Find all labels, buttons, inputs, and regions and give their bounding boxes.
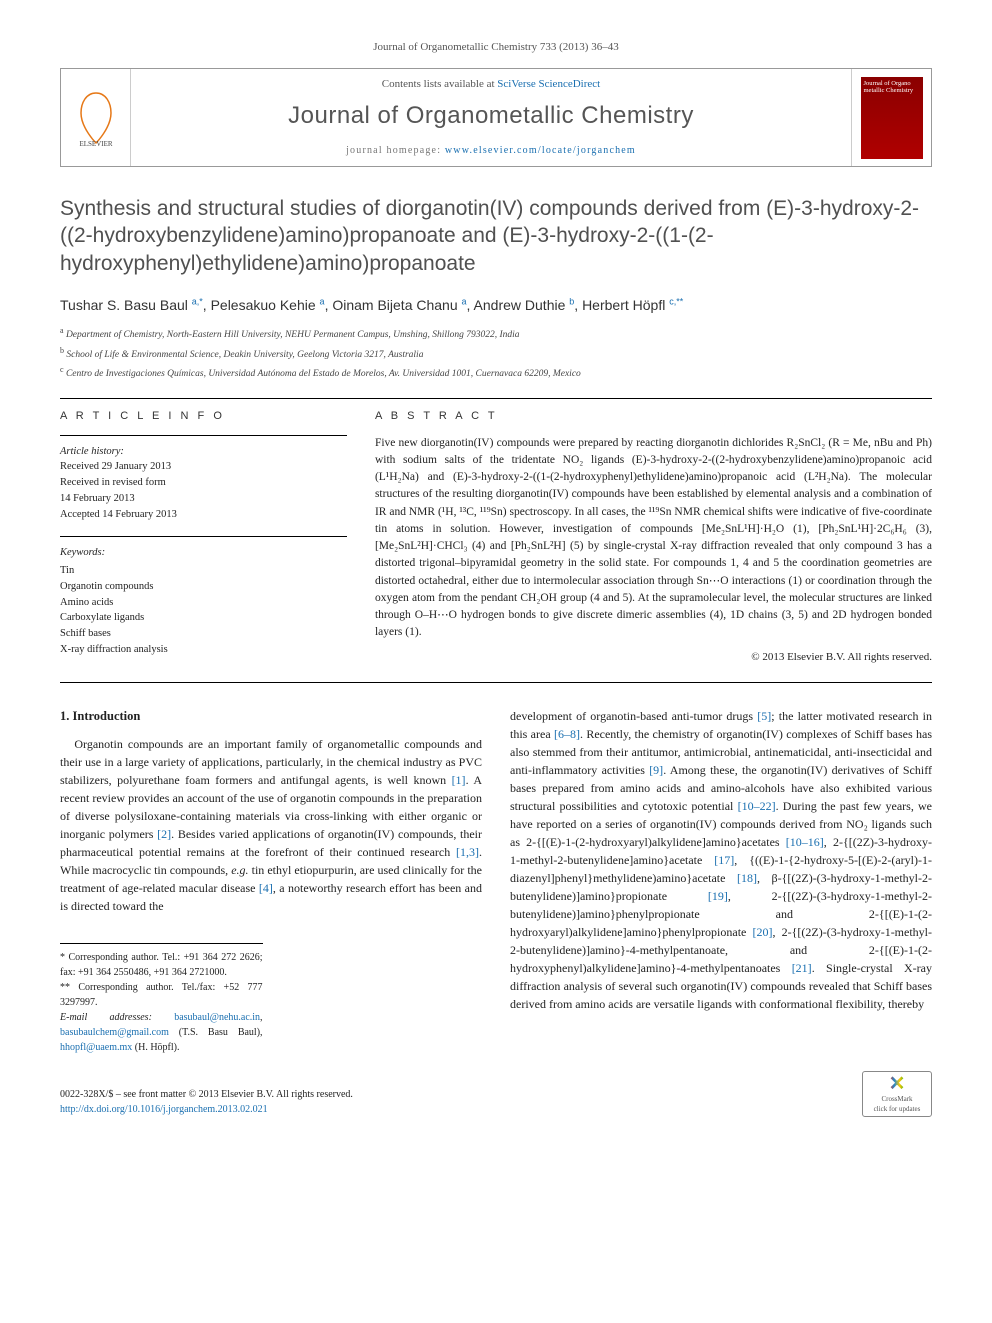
intro-para-2: development of organotin-based anti-tumo… (510, 707, 932, 1013)
keyword: Organotin compounds (60, 579, 347, 595)
homepage-label: journal homepage: (346, 145, 445, 156)
ref-link[interactable]: [10–22] (738, 799, 776, 813)
email-paren-1: (T.S. Basu Baul), (169, 1027, 263, 1038)
keyword: Schiff bases (60, 626, 347, 642)
crossmark-label: CrossMark (881, 1094, 912, 1104)
corr-author-1: * Corresponding author. Tel.: +91 364 27… (60, 950, 263, 980)
ref-link[interactable]: [9] (649, 763, 663, 777)
front-matter-line: 0022-328X/$ – see front matter © 2013 El… (60, 1087, 353, 1102)
separator-2 (60, 682, 932, 683)
intro-para-1: Organotin compounds are an important fam… (60, 735, 482, 915)
history-line: 14 February 2013 (60, 491, 347, 507)
keywords-label: Keywords: (60, 545, 347, 561)
homepage-link[interactable]: www.elsevier.com/locate/jorganchem (445, 145, 636, 156)
ref-link[interactable]: [2] (157, 827, 171, 841)
email-link-1[interactable]: basubaul@nehu.ac.in (174, 1012, 260, 1023)
crossmark-badge[interactable]: ✕ CrossMark click for updates (862, 1071, 932, 1117)
elsevier-logo: ELSEVIER (61, 69, 131, 166)
journal-banner: ELSEVIER Contents lists available at Sci… (60, 68, 932, 167)
body-column-right: development of organotin-based anti-tumo… (510, 707, 932, 1056)
history-label: Article history: (60, 444, 347, 460)
authors: Tushar S. Basu Baul a,*, Pelesakuo Kehie… (60, 295, 932, 315)
keyword: Carboxylate ligands (60, 610, 347, 626)
cover-journal-title: Journal of Organo metallic Chemistry (864, 80, 920, 94)
article-title: Synthesis and structural studies of dior… (60, 195, 932, 277)
body-column-left: 1. Introduction Organotin compounds are … (60, 707, 482, 1056)
ref-link[interactable]: [19] (708, 889, 728, 903)
article-info-heading: A R T I C L E I N F O (60, 409, 347, 425)
keyword: Tin (60, 563, 347, 579)
email-line: E-mail addresses: basubaul@nehu.ac.in, b… (60, 1010, 263, 1055)
affiliation: a Department of Chemistry, North-Eastern… (60, 325, 932, 342)
journal-homepage: journal homepage: www.elsevier.com/locat… (141, 144, 841, 159)
history-line: Accepted 14 February 2013 (60, 507, 347, 523)
footer-left: 0022-328X/$ – see front matter © 2013 El… (60, 1087, 353, 1117)
copyright-line: © 2013 Elsevier B.V. All rights reserved… (375, 650, 932, 666)
info-rule-2 (60, 536, 347, 537)
crossmark-icon: ✕ (889, 1074, 906, 1094)
ref-link[interactable]: [20] (753, 925, 773, 939)
ref-link[interactable]: [1,3] (456, 845, 479, 859)
email-link-2[interactable]: basubaulchem@gmail.com (60, 1027, 169, 1038)
email-paren-2: (H. Höpfl). (132, 1042, 179, 1053)
ref-link[interactable]: [10–16] (786, 835, 824, 849)
ref-link[interactable]: [17] (714, 853, 734, 867)
corr-author-2: ** Corresponding author. Tel./fax: +52 7… (60, 980, 263, 1010)
cover-thumb: Journal of Organo metallic Chemistry (851, 69, 931, 166)
history-line: Received 29 January 2013 (60, 459, 347, 475)
ref-link[interactable]: [4] (259, 881, 273, 895)
journal-name: Journal of Organometallic Chemistry (141, 99, 841, 134)
keyword: Amino acids (60, 595, 347, 611)
footnotes: * Corresponding author. Tel.: +91 364 27… (60, 943, 263, 1055)
svg-text:ELSEVIER: ELSEVIER (79, 140, 112, 148)
email-link-3[interactable]: hhopfl@uaem.mx (60, 1042, 132, 1053)
affiliation: b School of Life & Environmental Science… (60, 345, 932, 362)
doi-link[interactable]: http://dx.doi.org/10.1016/j.jorganchem.2… (60, 1104, 268, 1115)
contents-available: Contents lists available at SciVerse Sci… (141, 77, 841, 93)
ref-link[interactable]: [5] (757, 709, 771, 723)
scidirect-link[interactable]: SciVerse ScienceDirect (497, 78, 600, 90)
separator (60, 398, 932, 399)
ref-link[interactable]: [18] (737, 871, 757, 885)
header-citation: Journal of Organometallic Chemistry 733 … (60, 40, 932, 56)
history-line: Received in revised form (60, 475, 347, 491)
article-info-column: A R T I C L E I N F O Article history: R… (60, 409, 347, 672)
affiliation: c Centro de Investigaciones Químicas, Un… (60, 364, 932, 381)
abstract-column: A B S T R A C T Five new diorganotin(IV)… (375, 409, 932, 672)
abstract-heading: A B S T R A C T (375, 409, 932, 425)
ref-link[interactable]: [6–8] (554, 727, 580, 741)
crossmark-sublabel: click for updates (874, 1104, 921, 1114)
ref-link[interactable]: [21] (792, 961, 812, 975)
emails-label: E-mail addresses: (60, 1012, 174, 1023)
ref-link[interactable]: [1] (452, 773, 466, 787)
intro-heading: 1. Introduction (60, 707, 482, 726)
abstract-text: Five new diorganotin(IV) compounds were … (375, 435, 932, 642)
keyword: X-ray diffraction analysis (60, 642, 347, 658)
contents-avail-text: Contents lists available at (382, 78, 497, 90)
info-rule (60, 435, 347, 436)
